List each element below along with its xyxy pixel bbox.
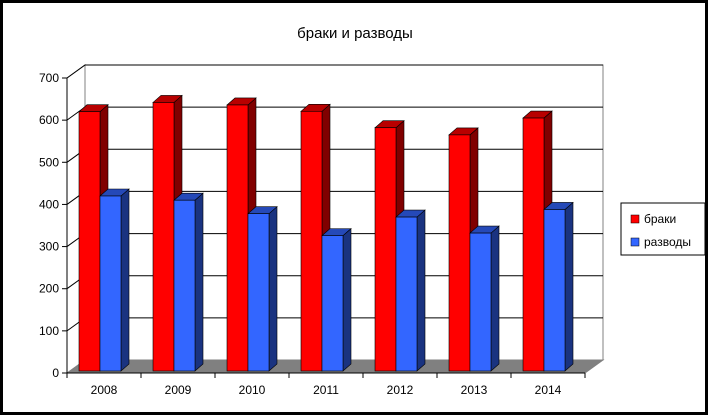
y-axis: 0 100 200 300 400 500 600 700 (39, 71, 68, 380)
bars (78, 94, 574, 372)
bar-razvod (247, 206, 278, 372)
bar-razvod (395, 209, 426, 372)
x-tick-label: 2009 (165, 383, 192, 397)
legend-label-razvod: разводы (644, 235, 691, 249)
x-tick-label: 2014 (535, 383, 562, 397)
y-tick-label: 400 (39, 197, 59, 211)
y-tick-label: 300 (39, 240, 59, 254)
legend-swatch-razvod (630, 237, 640, 247)
y-tick-label: 200 (39, 282, 59, 296)
legend-box (620, 202, 706, 256)
x-tick-label: 2013 (461, 383, 488, 397)
y-tick-label: 100 (39, 324, 59, 338)
legend-label-brak: браки (644, 212, 676, 226)
legend: браки разводы (620, 202, 706, 256)
bar-razvod (543, 201, 574, 372)
bar-brak (226, 97, 257, 372)
x-tick-label: 2010 (239, 383, 266, 397)
chart-title: браки и разводы (297, 25, 413, 42)
x-tick-label: 2008 (91, 383, 118, 397)
x-axis: 2008 2009 2010 2011 2012 2013 2014 (66, 372, 586, 397)
bar-razvod (99, 188, 130, 372)
bar-razvod (173, 192, 204, 372)
gridline (66, 64, 603, 79)
y-tick-label: 0 (52, 366, 59, 380)
bar-razvod (469, 225, 500, 372)
y-tick-label: 700 (39, 71, 59, 85)
y-tick-label: 600 (39, 113, 59, 127)
x-tick-label: 2012 (387, 383, 414, 397)
bar-razvod (321, 227, 352, 372)
chart-svg: браки и разводы 0 100 200 300 400 500 600 700 2… (39, 25, 706, 397)
legend-swatch-brak (630, 214, 640, 224)
y-tick-label: 500 (39, 155, 59, 169)
x-tick-label: 2011 (313, 383, 339, 397)
